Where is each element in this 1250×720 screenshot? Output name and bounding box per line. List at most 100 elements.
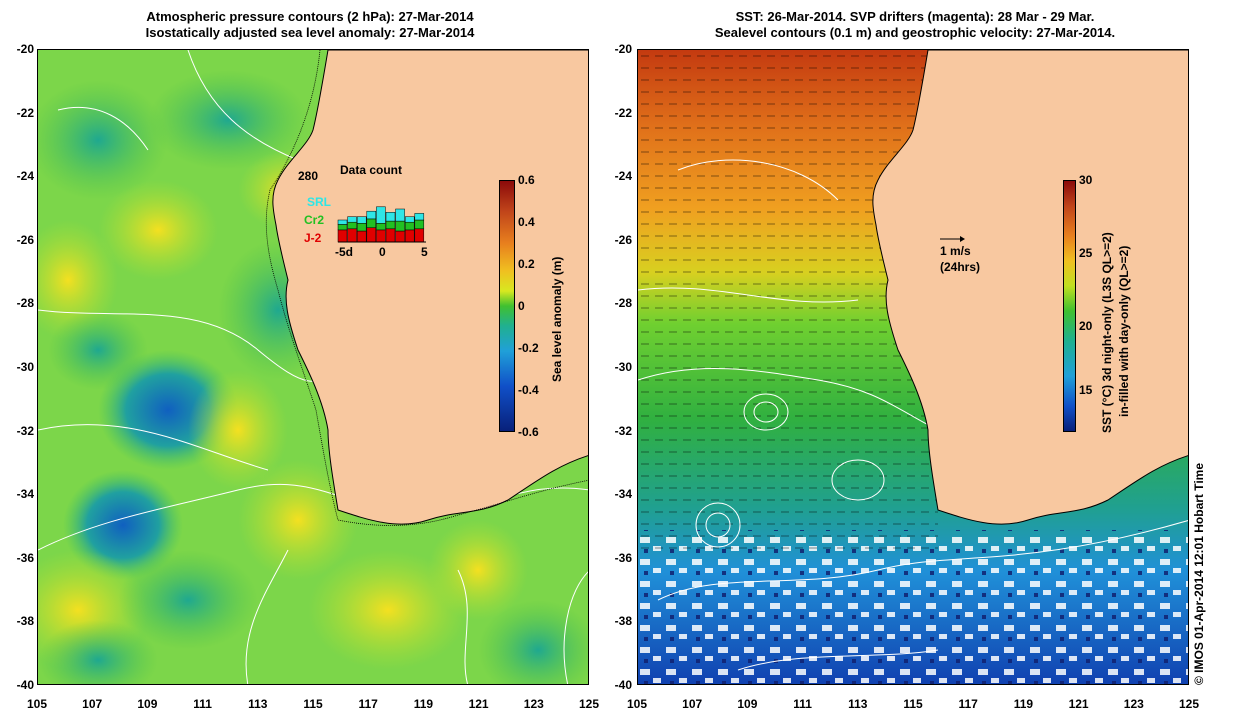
left-ytick-label: -34 [16,487,34,502]
sst-colorbar-label-2: in-filled with day-only (QL>=2) [1117,245,1131,417]
inset-bar-segment [347,228,357,243]
velocity-scale-legend: 1 m/s (24hrs) [940,236,980,274]
left-xtick-label: 111 [193,697,212,711]
inset-bar-segment [395,208,405,222]
sst-map-svg: 1 m/s (24hrs) [638,50,1188,684]
right-ytick-label: -20 [614,42,632,56]
inset-bar-segment [414,213,425,221]
sst-colorbar-label-1: SST (°C) 3d night-only (L3S QL>=2) [1100,232,1114,433]
left-ytick-label: -22 [16,105,34,120]
sst-map: 1 m/s (24hrs) [637,49,1189,685]
inset-bars [337,206,425,243]
inset-bar-segment [356,216,367,224]
left-xtick-label: 117 [358,697,378,711]
left-xtick-label: 105 [26,697,48,711]
velocity-label-1: 1 m/s [940,244,971,258]
right-xtick-label: 121 [1068,697,1089,711]
sla-colorbar-tick: -0.6 [518,425,539,439]
right-title-line1: SST: 26-Mar-2014. SVP drifters (magenta)… [735,9,1095,24]
inset-legend-j2: J-2 [304,231,322,245]
cloud-gaps [638,530,1188,684]
inset-xtick-minus5d: -5d [335,245,353,259]
sst-colorbar-tick: 20 [1079,319,1093,333]
inset-max-label: 280 [298,169,318,183]
right-ytick-label: -36 [614,550,632,565]
inset-bar-segment [376,223,386,231]
inset-bar-segment [385,220,396,230]
right-ytick-label: -26 [614,232,632,247]
inset-legend-srl: SRL [307,195,331,209]
left-ytick-label: -26 [16,232,34,247]
sla-colorbar [499,180,515,432]
right-xtick-label: 119 [1013,697,1034,711]
right-xtick-label: 117 [958,697,978,711]
left-ytick-label: -30 [16,360,34,374]
sla-colorbar-tick: -0.4 [518,383,539,397]
left-ytick-label: -20 [16,42,34,56]
inset-bar-segment [404,216,415,223]
left-xtick-label: 113 [248,697,268,711]
left-xtick-label: 123 [523,697,544,711]
sla-colorbar-label: Sea level anomaly (m) [550,256,564,382]
inset-bar-segment [376,206,386,224]
left-xtick-label: 107 [82,697,103,711]
inset-bar-segment [404,229,415,243]
sst-colorbar-tick: 15 [1079,383,1093,397]
sla-map-svg: Data count 280 SRL Cr2 J-2 -5d 0 5 [38,50,588,684]
inset-bar-segment [414,228,425,243]
data-count-inset: Data count 280 SRL Cr2 J-2 -5d 0 5 [298,163,428,259]
left-xtick-label: 121 [468,697,489,711]
sla-colorbar-tick: -0.2 [518,341,539,355]
right-xtick-label: 125 [1178,697,1200,711]
velocity-label-2: (24hrs) [940,260,980,274]
inset-bar-segment [414,219,425,230]
right-xtick-label: 111 [793,697,812,711]
inset-bar-segment [347,221,357,230]
inset-bar-segment [337,219,348,225]
sla-colorbar-tick: 0.4 [518,215,535,229]
right-xtick-label: 107 [682,697,703,711]
right-title-line2: Sealevel contours (0.1 m) and geostrophi… [714,25,1116,40]
right-ytick-label: -28 [614,296,632,311]
inset-bar-segment [376,229,386,243]
right-xtick-label: 115 [903,697,923,711]
sst-colorbar-tick: 25 [1079,246,1093,260]
left-ytick-label: -36 [16,550,34,565]
right-xtick-label: 109 [737,697,758,711]
right-ytick-label: -38 [614,614,632,629]
right-ytick-label: -24 [614,169,632,184]
right-ytick-label: -32 [614,423,632,438]
sla-colorbar-tick: 0.6 [518,173,535,187]
inset-bar-segment [366,227,377,243]
sea-level-anomaly-map: Data count 280 SRL Cr2 J-2 -5d 0 5 [37,49,589,685]
sst-colorbar-tick: 30 [1079,173,1093,187]
imos-credit: © IMOS 01-Apr-2014 12:01 Hobart Time [1192,462,1206,685]
left-ytick-label: -32 [16,423,34,438]
left-ytick-label: -24 [16,169,34,184]
inset-bar-segment [395,220,405,232]
inset-bar-segment [366,218,377,228]
left-ytick-label: -40 [16,678,34,692]
inset-bar-segment [395,230,405,243]
sst-colorbar [1063,180,1076,432]
left-xtick-label: 119 [413,697,434,711]
right-xtick-label: 105 [626,697,648,711]
sla-colorbar-tick: 0 [518,299,525,313]
inset-bar-segment [404,221,415,231]
inset-bar-segment [347,216,357,223]
inset-bar-segment [356,230,367,243]
inset-title: Data count [340,163,402,177]
right-xtick-label: 123 [1123,697,1144,711]
right-ytick-label: -34 [614,487,632,502]
right-ytick-label: -22 [614,105,632,120]
inset-bar-segment [385,212,396,222]
sla-colorbar-tick: 0.2 [518,257,535,271]
left-xtick-label: 115 [303,697,323,711]
australia-landmass-sst [872,50,1188,525]
sealevel-contours [638,159,1188,671]
left-title-line1: Atmospheric pressure contours (2 hPa): 2… [146,9,474,24]
inset-legend-cr2: Cr2 [304,213,324,227]
right-xtick-label: 113 [848,697,868,711]
left-xtick-label: 125 [578,697,600,711]
right-ytick-label: -40 [614,678,632,692]
